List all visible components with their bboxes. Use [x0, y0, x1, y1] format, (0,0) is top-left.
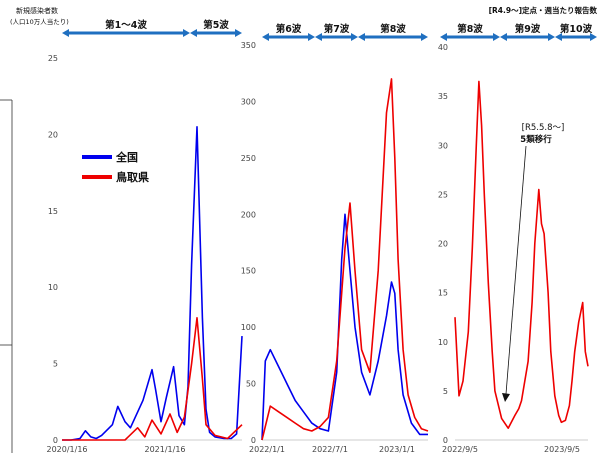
y-tick-label: 20 [48, 130, 58, 139]
wave-arrow-right [548, 33, 555, 41]
right-panel-note: [R4.9～]定点・週当たり報告数 [489, 5, 597, 15]
series-line-national [261, 213, 428, 441]
wave-arrow-right [351, 33, 358, 41]
y-tick-label: 40 [438, 43, 448, 52]
wave-label: 第6波 [276, 23, 302, 35]
x-tick-label: 2022/7/1 [312, 445, 348, 453]
y-tick-label: 35 [438, 92, 448, 101]
wave-arrow-right [308, 33, 315, 41]
wave-arrow-right [235, 29, 242, 37]
wave-label: 第7波 [324, 23, 350, 35]
y-tick-label: 5 [53, 360, 58, 369]
y-tick-label: 30 [438, 141, 448, 150]
wave-label: 第9波 [515, 23, 541, 35]
wave-arrow-left [190, 29, 197, 37]
y-tick-label: 50 [246, 380, 256, 389]
y-tick-label: 350 [241, 41, 256, 50]
series-line-national [62, 126, 243, 441]
y-tick-label: 15 [48, 207, 58, 216]
legend-label: 全国 [115, 150, 138, 164]
y-tick-label: 0 [251, 436, 256, 445]
annotation-label: [R5.5.8～] [522, 123, 565, 133]
series-line-tottori [261, 78, 429, 441]
wave-arrow-left [62, 29, 69, 37]
x-tick-label: 2023/1/1 [379, 445, 415, 453]
wave-arrow-right [183, 29, 190, 37]
legend-label: 鳥取県 [116, 170, 149, 184]
y-tick-label: 100 [241, 323, 256, 332]
chart-panel-2: 0 50 100 150 200 250 300 350 2022/1/1 2022/7/1 202… [241, 23, 429, 453]
wave-arrow-left [555, 33, 562, 41]
y-tick-label: 5 [443, 387, 448, 396]
y-tick-label: 25 [48, 54, 58, 63]
series-line-tottori [62, 316, 243, 441]
wave-arrow-right [493, 33, 500, 41]
y-tick-label: 300 [241, 97, 256, 106]
wave-arrow-left [440, 33, 447, 41]
x-tick-label: 2020/1/16 [46, 445, 87, 453]
chart-panel-3: 0 5 10 15 20 25 30 35 40 2022/9/5 2023/9/5 第8波 第9波 第1… [438, 23, 597, 453]
wave-arrow-right [590, 33, 597, 41]
annotation-label: 5類移行 [520, 134, 552, 145]
y-tick-label: 15 [438, 289, 448, 298]
y-tick-label: 10 [48, 283, 58, 292]
y-tick-label: 10 [438, 338, 448, 347]
y-tick-label: 150 [241, 267, 256, 276]
chart-panels: 0 5 10 15 20 25 2020/1/16 2021/1/16 第1～4波 第5波全国鳥取… [0, 19, 597, 453]
y-tick-label: 250 [241, 154, 256, 163]
annotation-arrow-head [502, 393, 510, 402]
annotation-arrow-line [505, 145, 527, 395]
x-tick-label: 2023/9/5 [544, 445, 580, 453]
x-tick-label: 2022/1/1 [249, 445, 285, 453]
y-tick-label: 20 [438, 240, 448, 249]
y-tick-label: 25 [438, 190, 448, 199]
wave-label: 第8波 [380, 23, 406, 35]
wave-label: 第8波 [457, 23, 483, 35]
wave-label: 第10波 [560, 23, 593, 35]
y-tick-label: 0 [53, 436, 58, 445]
x-tick-label: 2021/1/16 [144, 445, 185, 453]
y-axis-unit-label: (人口10万人当たり) [10, 17, 69, 26]
series-line-tottori [454, 80, 589, 430]
y-tick-label: 200 [241, 210, 256, 219]
wave-label: 第1～4波 [105, 19, 147, 31]
page-title: 新規感染者数 [16, 6, 58, 15]
chart-panel-1: 0 5 10 15 20 25 2020/1/16 2021/1/16 第1～4波 第5波全国鳥取… [46, 19, 243, 453]
x-tick-label: 2022/9/5 [442, 445, 478, 453]
wave-arrow-left [358, 33, 365, 41]
wave-label: 第5波 [203, 19, 229, 31]
wave-arrow-left [262, 33, 269, 41]
wave-arrow-left [315, 33, 322, 41]
wave-arrow-right [421, 33, 428, 41]
y-tick-label: 0 [443, 436, 448, 445]
wave-arrow-left [500, 33, 507, 41]
